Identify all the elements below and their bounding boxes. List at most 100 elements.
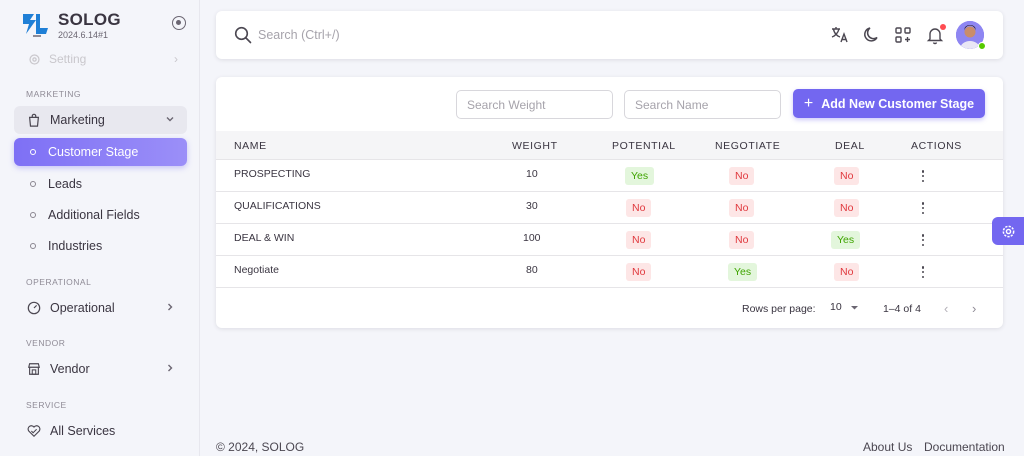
rows-per-page-select[interactable]: 10	[830, 301, 859, 313]
chevron-left-icon[interactable]: ‹	[944, 301, 949, 316]
online-status-badge	[978, 42, 986, 50]
sidebar-item-label: Additional Fields	[48, 208, 140, 222]
negotiate-chip: Yes	[728, 263, 758, 281]
gear-icon	[29, 53, 40, 65]
caret-down-icon	[850, 305, 858, 309]
shopping-bag-icon	[26, 112, 42, 128]
add-button-label: Add New Customer Stage	[821, 96, 975, 111]
chevron-down-icon	[165, 114, 175, 127]
sidebar-item-vendor[interactable]: Vendor	[14, 355, 187, 383]
section-title-vendor: VENDOR	[26, 338, 66, 348]
cell-name: DEAL & WIN	[234, 232, 295, 244]
notification-badge	[940, 24, 946, 30]
column-header-potential[interactable]: POTENTIAL	[612, 140, 676, 152]
footer-link-about[interactable]: About Us	[863, 440, 913, 454]
footer-link-documentation[interactable]: Documentation	[924, 440, 1005, 454]
translate-icon[interactable]	[830, 25, 850, 45]
pagination-range: 1–4 of 4	[883, 303, 921, 315]
chevron-right-icon: ›	[174, 52, 178, 66]
sidebar-toggle-icon[interactable]	[172, 16, 186, 30]
sidebar-item-additional-fields[interactable]: Additional Fields	[14, 201, 187, 229]
deal-chip: No	[834, 263, 860, 281]
bell-icon[interactable]	[925, 25, 945, 45]
circle-icon	[30, 243, 36, 249]
negotiate-chip: No	[729, 231, 755, 249]
customer-stage-card: + Add New Customer Stage NAME WEIGHT POT…	[216, 77, 1003, 328]
search-icon[interactable]	[234, 26, 252, 44]
circle-icon	[30, 149, 36, 155]
section-title-operational: OPERATIONAL	[26, 277, 92, 287]
sidebar-item-label: Operational	[50, 301, 115, 315]
top-navbar	[216, 11, 1003, 59]
sidebar-item-label: All Services	[50, 424, 116, 438]
search-name-input[interactable]	[624, 90, 781, 119]
add-customer-stage-button[interactable]: + Add New Customer Stage	[793, 89, 985, 118]
negotiate-chip: No	[729, 167, 755, 185]
footer-copyright: © 2024, SOLOG	[216, 440, 305, 454]
more-vertical-icon[interactable]	[919, 232, 927, 248]
section-title-marketing: MARKETING	[26, 89, 82, 99]
circle-icon	[30, 212, 36, 218]
rows-per-page-value: 10	[830, 301, 842, 313]
apps-icon[interactable]	[893, 25, 913, 45]
store-icon	[26, 361, 42, 377]
plus-icon: +	[803, 94, 814, 112]
deal-chip: No	[834, 199, 860, 217]
moon-icon[interactable]	[862, 25, 882, 45]
sidebar-item-label: Marketing	[50, 113, 105, 127]
sidebar-item-all-services[interactable]: All Services	[14, 417, 187, 445]
customizer-toggle-button[interactable]	[992, 217, 1024, 245]
table-row[interactable]: PROSPECTING 10 Yes No No	[216, 160, 1003, 192]
brand[interactable]: SOLOG 2024.6.14#1	[20, 8, 190, 48]
sidebar-item-industries[interactable]: Industries	[14, 232, 187, 260]
cell-name: PROSPECTING	[234, 168, 311, 180]
table-row[interactable]: QUALIFICATIONS 30 No No No	[216, 192, 1003, 224]
pagination: Rows per page: 10 1–4 of 4 ‹ ›	[216, 291, 1003, 317]
sidebar-item-label: Vendor	[50, 362, 90, 376]
sidebar-item-label: Setting	[49, 52, 87, 66]
section-title-service: SERVICE	[26, 400, 67, 410]
deal-chip: Yes	[831, 231, 861, 249]
sidebar-item-operational[interactable]: Operational	[14, 294, 187, 322]
solog-logo-icon	[23, 14, 48, 37]
more-vertical-icon[interactable]	[919, 264, 927, 280]
deal-chip: No	[834, 167, 860, 185]
potential-chip: No	[626, 231, 652, 249]
gauge-icon	[26, 300, 42, 316]
more-vertical-icon[interactable]	[919, 200, 927, 216]
cell-weight: 100	[523, 232, 541, 244]
column-header-deal[interactable]: DEAL	[835, 140, 865, 152]
column-header-name[interactable]: NAME	[234, 140, 267, 152]
cell-weight: 80	[526, 264, 538, 276]
sidebar: SOLOG 2024.6.14#1 Setting › MARKETING Ma…	[0, 0, 200, 456]
chevron-right-icon	[165, 363, 175, 376]
more-vertical-icon[interactable]	[919, 168, 927, 184]
column-header-negotiate[interactable]: NEGOTIATE	[715, 140, 781, 152]
table-row[interactable]: DEAL & WIN 100 No No Yes	[216, 224, 1003, 256]
potential-chip: No	[626, 263, 652, 281]
circle-icon	[30, 181, 36, 187]
cell-weight: 30	[526, 200, 538, 212]
sidebar-item-label: Leads	[48, 177, 83, 191]
sidebar-item-setting[interactable]: Setting ›	[28, 52, 178, 66]
rows-per-page-label: Rows per page:	[742, 303, 816, 315]
chevron-right-icon	[165, 302, 175, 315]
chevron-right-icon[interactable]: ›	[972, 301, 977, 316]
sidebar-item-marketing[interactable]: Marketing	[14, 106, 187, 134]
table-row[interactable]: Negotiate 80 No Yes No	[216, 256, 1003, 288]
column-header-weight[interactable]: WEIGHT	[512, 140, 558, 152]
cell-weight: 10	[526, 168, 538, 180]
avatar[interactable]	[956, 21, 984, 49]
gear-icon	[1002, 225, 1014, 237]
brand-version: 2024.6.14#1	[58, 30, 109, 40]
search-weight-input[interactable]	[456, 90, 613, 119]
search-input[interactable]	[258, 25, 558, 45]
negotiate-chip: No	[729, 199, 755, 217]
sidebar-item-customer-stage[interactable]: Customer Stage	[14, 138, 187, 166]
potential-chip: Yes	[625, 167, 655, 185]
sidebar-item-label: Industries	[48, 239, 103, 253]
sidebar-item-leads[interactable]: Leads	[14, 170, 187, 198]
cell-name: QUALIFICATIONS	[234, 200, 321, 212]
potential-chip: No	[626, 199, 652, 217]
column-header-actions: ACTIONS	[911, 140, 962, 152]
